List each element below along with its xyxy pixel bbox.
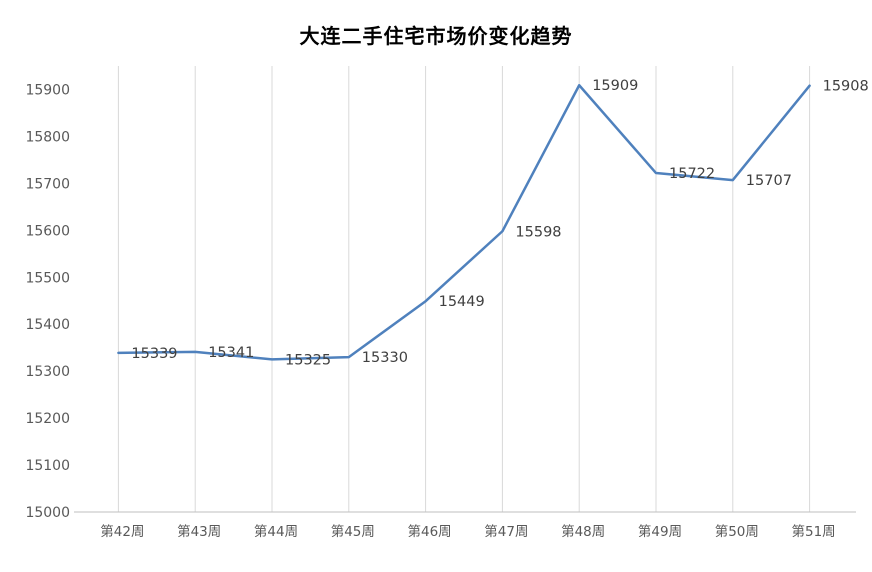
data-point-label: 15330 <box>362 350 408 366</box>
y-axis-tick-label: 15700 <box>25 176 70 192</box>
y-axis-tick-label: 15500 <box>25 270 70 286</box>
data-point-label: 15449 <box>439 294 485 310</box>
y-axis-tick-label: 15000 <box>25 505 70 521</box>
x-axis-label: 第45周 <box>331 523 375 540</box>
x-axis-label: 第48周 <box>561 523 605 540</box>
x-axis-label: 第43周 <box>177 523 221 540</box>
data-point-label: 15341 <box>208 345 254 361</box>
data-point-label: 15909 <box>592 78 638 94</box>
y-axis-tick-label: 15600 <box>25 223 70 239</box>
data-point-label: 15722 <box>669 166 715 182</box>
y-axis-tick-label: 15300 <box>25 364 70 380</box>
data-point-label: 15908 <box>823 79 869 95</box>
x-axis-label: 第44周 <box>254 523 298 540</box>
data-point-label: 15325 <box>285 352 331 368</box>
y-axis-tick-label: 15900 <box>25 82 70 98</box>
x-axis-label: 第42周 <box>100 523 144 540</box>
data-point-label: 15339 <box>131 346 177 362</box>
price-trend-line <box>117 83 811 361</box>
data-point-label: 15707 <box>746 173 792 189</box>
y-axis-tick-label: 15800 <box>25 129 70 145</box>
x-axis-label: 第49周 <box>638 523 682 540</box>
x-axis-label: 第46周 <box>408 523 452 540</box>
x-axis-label: 第51周 <box>792 523 836 540</box>
chart-title: 大连二手住宅市场价变化趋势 <box>299 24 573 48</box>
y-axis-tick-label: 15400 <box>25 317 70 333</box>
x-axis-label: 第50周 <box>715 523 759 540</box>
y-axis-tick-label: 15200 <box>25 411 70 427</box>
x-axis-label: 第47周 <box>484 523 528 540</box>
y-axis-tick-label: 15100 <box>25 458 70 474</box>
data-point-label: 15598 <box>515 224 561 240</box>
